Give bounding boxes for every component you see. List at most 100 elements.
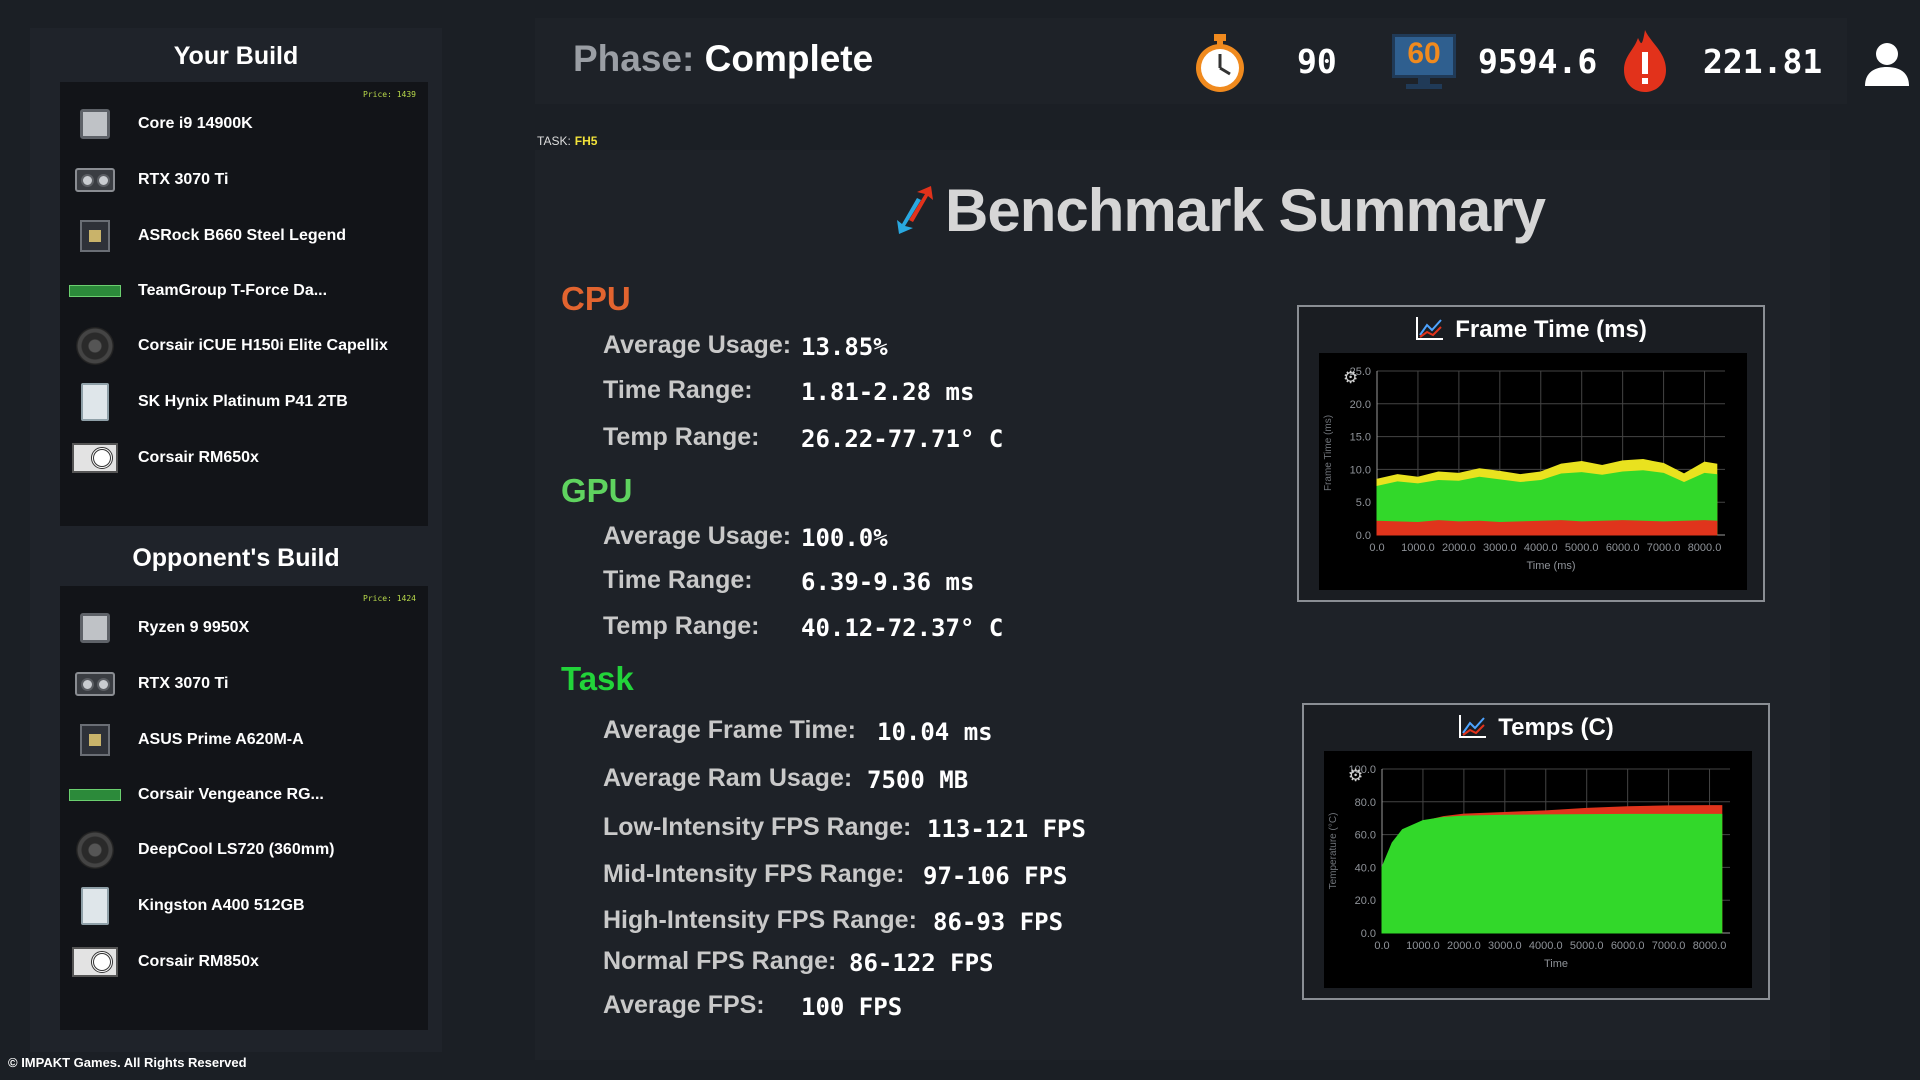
x-axis-label: Time (1544, 958, 1568, 970)
normal-fps-label: Normal FPS Range: (603, 947, 837, 975)
cpu-avg-usage-label: Average Usage: (603, 331, 792, 359)
task-value: FH5 (574, 134, 598, 148)
your-build-part-name: ASRock B660 Steel Legend (138, 227, 347, 244)
your-build-part-name: Corsair iCUE H150i Elite Capellix (138, 337, 388, 354)
x-tick-label: 0.0 (1369, 542, 1384, 554)
x-tick-label: 8000.0 (1693, 940, 1727, 952)
avg-ram-usage-label: Average Ram Usage: (603, 764, 853, 792)
your-build-part-2[interactable]: ASRock B660 Steel Legend (60, 212, 428, 260)
line-chart-icon (1459, 715, 1487, 738)
opponent-build-part-4[interactable]: DeepCool LS720 (360mm) (60, 826, 428, 874)
series-area-gpu (1381, 813, 1723, 934)
series-area-cpu (1376, 520, 1718, 536)
psu-icon (60, 434, 130, 482)
monitor-fps-icon: 60 (1392, 34, 1456, 90)
gpu-icon (60, 156, 130, 204)
temps-chart-area: 0.0 1000.0 2000.0 3000.0 4000.0 5000.0 6000.0 7… (1324, 751, 1752, 988)
low-intensity-fps-value: 113-121 FPS (927, 815, 1086, 843)
opponent-build-part-name: Corsair Vengeance RG... (138, 786, 324, 803)
task-label: TASK: (537, 134, 571, 148)
flame-warning-icon (1624, 30, 1666, 92)
cpu-icon (60, 100, 130, 148)
x-tick-label: 2000.0 (1447, 940, 1481, 952)
normal-fps-value: 86-122 FPS (849, 949, 994, 977)
phase-value: Complete (704, 38, 874, 79)
x-tick-label: 2000.0 (1442, 542, 1476, 554)
x-tick-label: 6000.0 (1611, 940, 1645, 952)
task-indicator: TASK: FH5 (537, 134, 597, 148)
gpu-time-range-value: 6.39-9.36 ms (801, 568, 975, 596)
y-tick-label: 40.0 (1355, 862, 1376, 874)
ssd-icon (60, 882, 130, 930)
your-build-part-0[interactable]: Core i9 14900K (60, 100, 428, 148)
opponent-build-part-1[interactable]: RTX 3070 Ti (60, 660, 428, 708)
frame-time-chart: 0.0 1000.0 2000.0 3000.0 4000.0 5000.0 6000.0 7… (1323, 366, 1725, 572)
y-tick-label: 20.0 (1350, 399, 1371, 411)
y-axis-label: Temperature (°C) (1328, 813, 1339, 890)
x-tick-label: 0.0 (1374, 940, 1389, 952)
gear-icon[interactable]: ⚙ (1348, 766, 1363, 786)
your-build-part-6[interactable]: Corsair RM650x (60, 434, 428, 482)
benchmark-summary-panel: Benchmark Summary CPU Average Usage: 13.… (535, 150, 1830, 1060)
cooler-icon (60, 322, 130, 370)
stopwatch-icon (1196, 34, 1244, 92)
opponent-build-part-2[interactable]: ASUS Prime A620M-A (60, 716, 428, 764)
your-build-part-5[interactable]: SK Hynix Platinum P41 2TB (60, 378, 428, 426)
your-build-part-name: Core i9 14900K (138, 115, 253, 132)
x-tick-label: 7000.0 (1647, 542, 1681, 554)
y-tick-label: 80.0 (1355, 797, 1376, 809)
phase-label: Phase: (573, 38, 695, 79)
avg-frame-time-value: 10.04 ms (877, 718, 993, 746)
gpu-avg-usage-label: Average Usage: (603, 522, 792, 550)
opponent-build-price: Price: 1424 (363, 594, 416, 603)
x-tick-label: 6000.0 (1606, 542, 1640, 554)
gear-icon[interactable]: ⚙ (1343, 368, 1358, 388)
cpu-time-range-value: 1.81-2.28 ms (801, 378, 975, 406)
opponent-build-title: Opponent's Build (132, 544, 340, 572)
avg-frame-time-label: Average Frame Time: (603, 716, 856, 744)
your-build-part-1[interactable]: RTX 3070 Ti (60, 156, 428, 204)
phase-indicator: Phase: Complete (573, 38, 873, 80)
cpu-icon (60, 604, 130, 652)
opponent-build-part-6[interactable]: Corsair RM850x (60, 938, 428, 986)
your-build-part-4[interactable]: Corsair iCUE H150i Elite Capellix (60, 322, 428, 370)
opponent-build-part-name: Ryzen 9 9950X (138, 619, 250, 636)
y-axis-label: Frame Time (ms) (1323, 415, 1334, 491)
opponent-build-part-name: Kingston A400 512GB (138, 897, 305, 914)
mid-intensity-fps-value: 97-106 FPS (923, 862, 1068, 890)
opponent-build-part-3[interactable]: Corsair Vengeance RG... (60, 771, 428, 819)
cpu-temp-range-value: 26.22-77.71° C (801, 425, 1004, 453)
x-tick-label: 1000.0 (1401, 542, 1435, 554)
x-tick-label: 4000.0 (1524, 542, 1558, 554)
temps-chart-header: Temps (C) (1304, 713, 1768, 742)
cooler-icon (60, 826, 130, 874)
your-build-part-name: TeamGroup T-Force Da... (138, 282, 328, 299)
copyright-footer: © IMPAKT Games. All Rights Reserved (8, 1055, 247, 1070)
x-tick-label: 3000.0 (1488, 940, 1522, 952)
frame-time-chart-panel: Frame Time (ms) 0.0 1000.0 2000.0 3000.0 400… (1297, 305, 1765, 602)
gpu-temp-range-value: 40.12-72.37° C (801, 614, 1004, 642)
x-tick-label: 4000.0 (1529, 940, 1563, 952)
opponent-build-part-name: RTX 3070 Ti (138, 675, 229, 692)
your-build-part-name: RTX 3070 Ti (138, 171, 229, 188)
user-icon[interactable] (1863, 40, 1911, 88)
your-build-part-3[interactable]: TeamGroup T-Force Da... (60, 267, 428, 315)
avg-fps-value: 100 FPS (801, 993, 903, 1021)
y-tick-label: 100.0 (1348, 764, 1376, 776)
gpu-avg-usage-value: 100.0% (801, 524, 888, 552)
summary-title: Benchmark Summary (945, 177, 1546, 244)
avg-ram-usage-value: 7500 MB (867, 766, 969, 794)
opponent-build-panel: Price: 1424 Ryzen 9 9950X RTX 3070 Ti ASUS… (60, 586, 428, 1030)
high-intensity-fps-label: High-Intensity FPS Range: (603, 906, 917, 934)
gpu-time-range-label: Time Range: (603, 566, 753, 594)
y-tick-label: 15.0 (1350, 432, 1371, 444)
score-value: 9594.6 (1478, 42, 1598, 81)
opponent-build-part-name: DeepCool LS720 (360mm) (138, 841, 335, 858)
low-intensity-fps-label: Low-Intensity FPS Range: (603, 813, 912, 841)
status-bar: Phase: Complete 90 60 9594.6 221.81 (535, 18, 1909, 104)
mid-intensity-fps-label: Mid-Intensity FPS Range: (603, 860, 905, 888)
opponent-build-part-0[interactable]: Ryzen 9 9950X (60, 604, 428, 652)
frame-time-chart-title: Frame Time (ms) (1455, 316, 1647, 343)
task-heading: Task (561, 660, 634, 697)
opponent-build-part-5[interactable]: Kingston A400 512GB (60, 882, 428, 930)
